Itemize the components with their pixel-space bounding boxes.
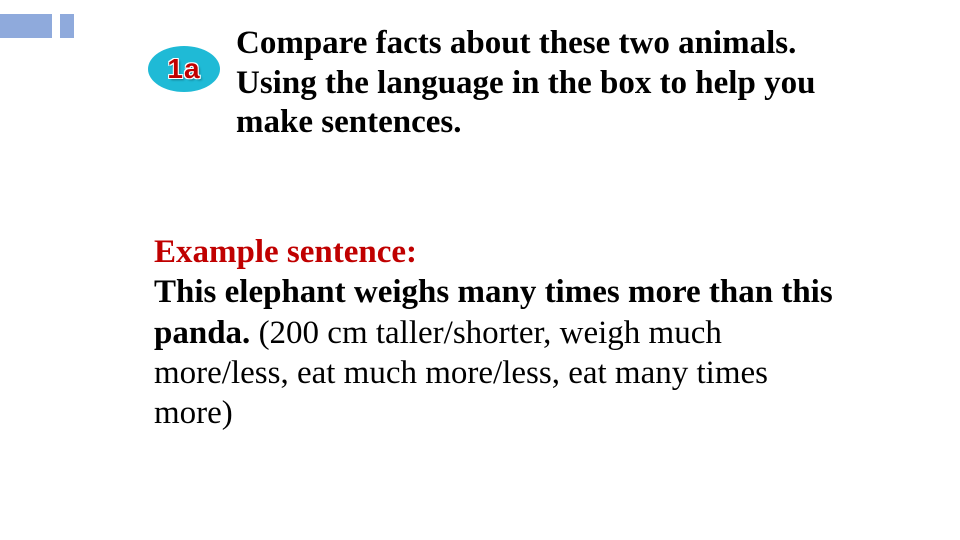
corner-decoration	[0, 14, 74, 38]
example-block: Example sentence: This elephant weighs m…	[154, 232, 854, 433]
corner-bar-narrow	[60, 14, 74, 38]
section-badge: 1a	[148, 46, 220, 92]
example-label: Example sentence:	[154, 234, 417, 270]
badge-label: 1a	[148, 46, 220, 92]
instruction-text: Compare facts about these two animals. U…	[236, 24, 856, 143]
corner-bar-wide	[0, 14, 52, 38]
